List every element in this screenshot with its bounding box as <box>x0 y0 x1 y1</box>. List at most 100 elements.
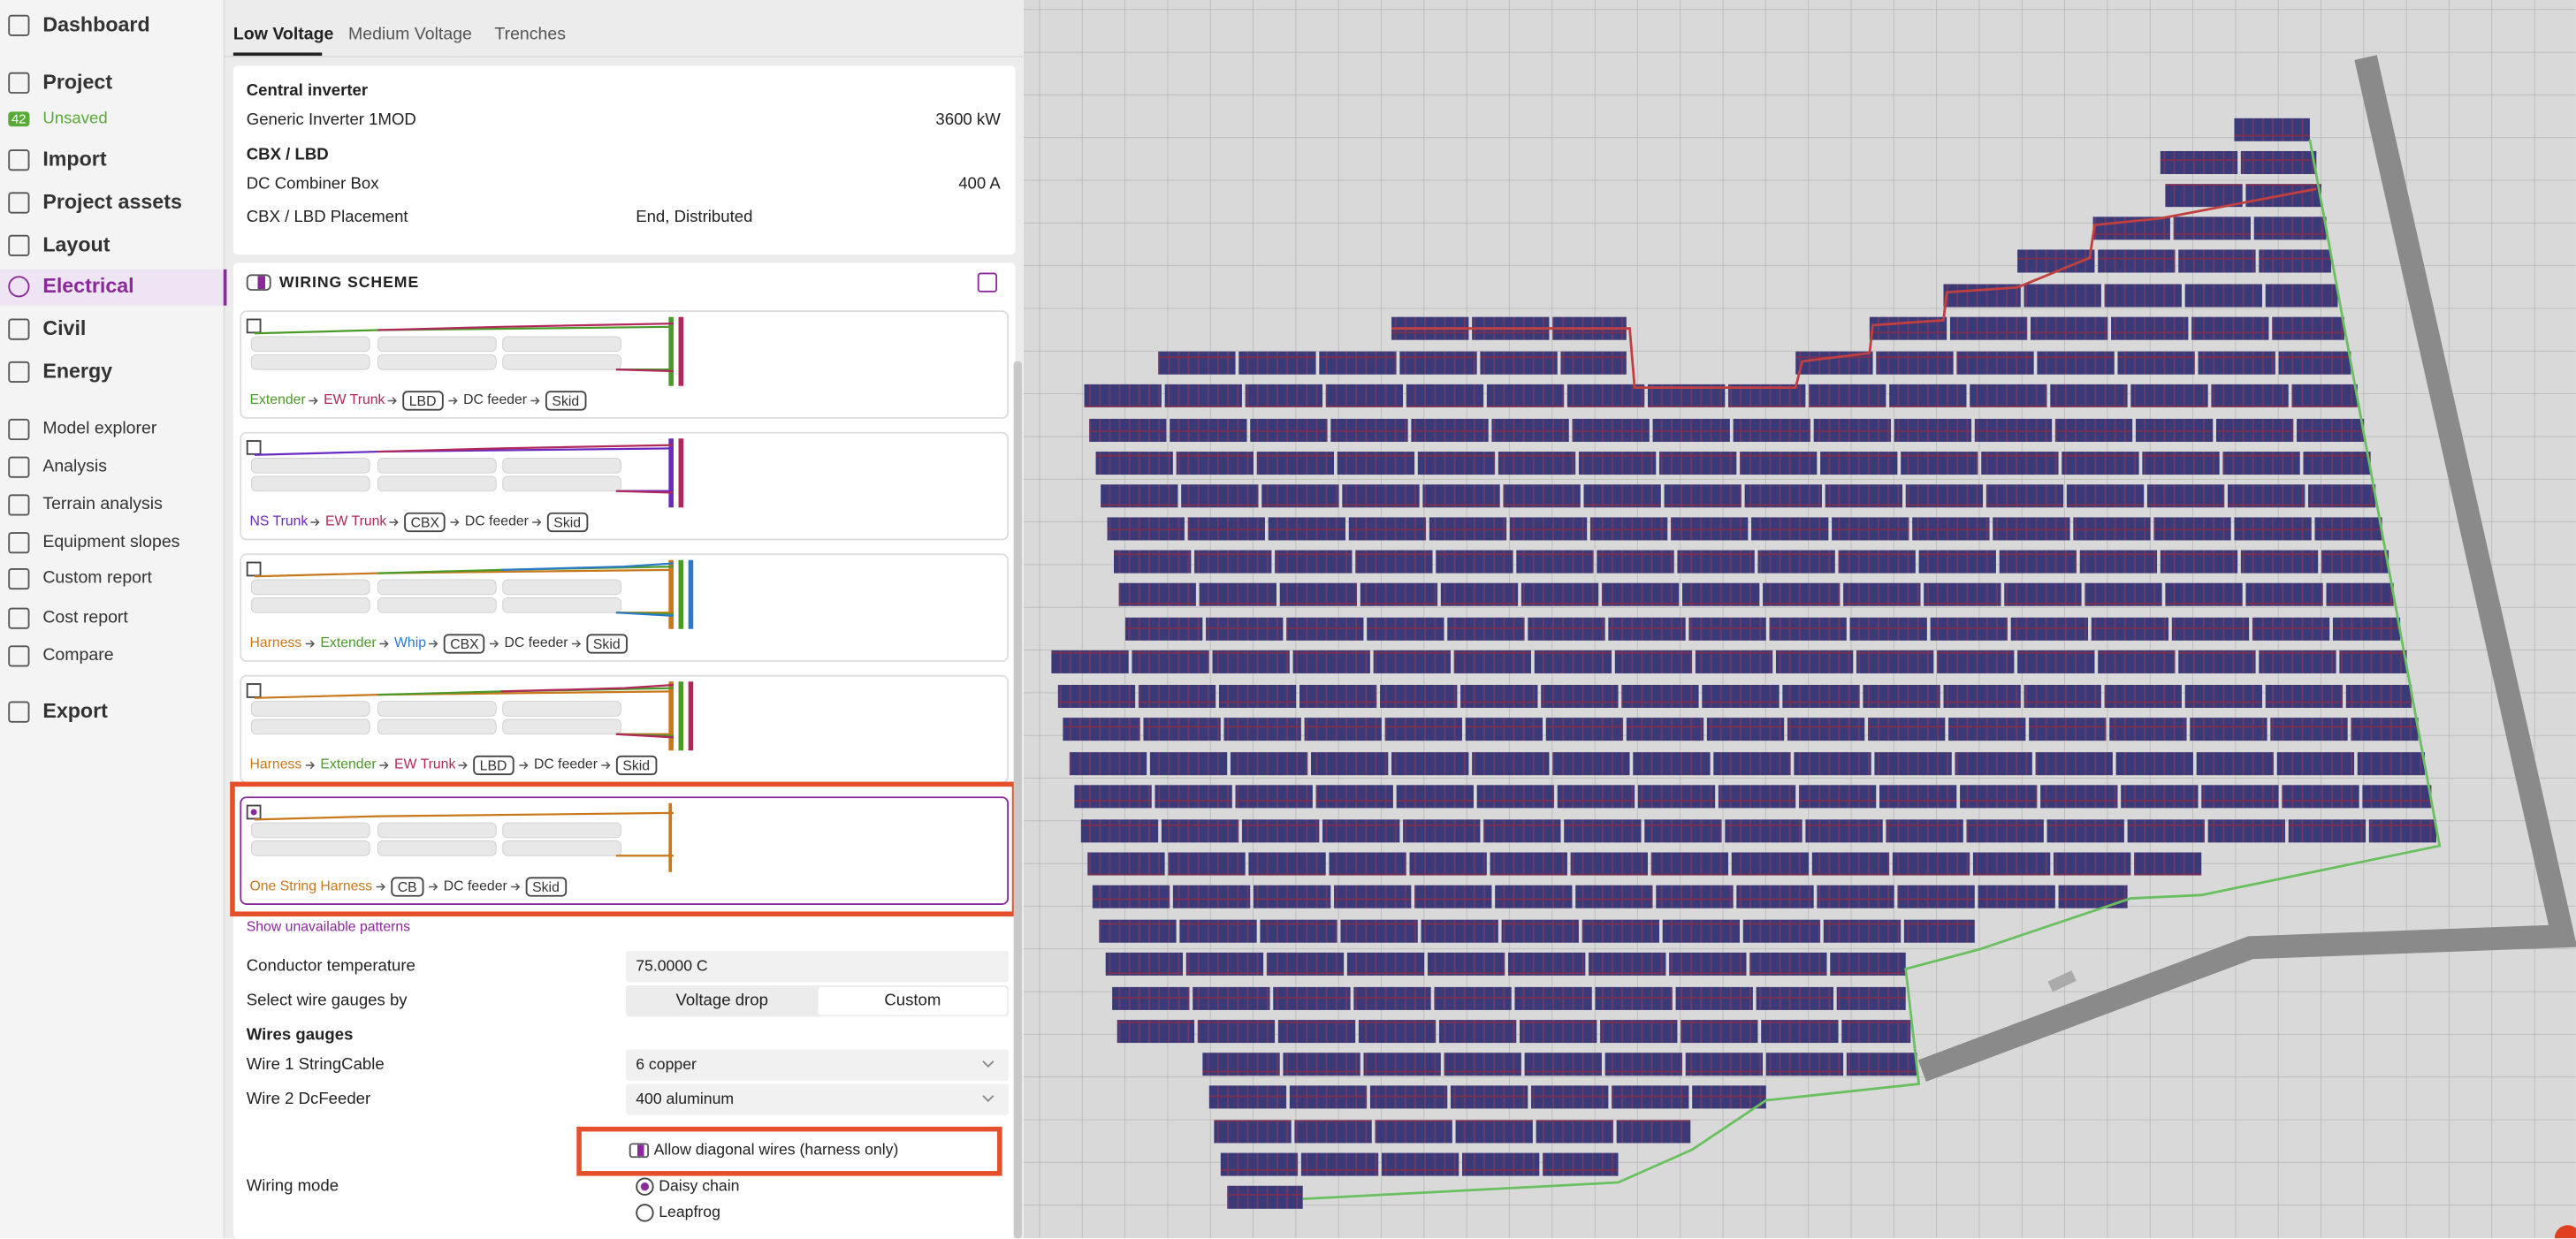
chain-label: EW Trunk <box>324 391 385 407</box>
nav-item[interactable]: Compare <box>42 645 114 665</box>
pv-table <box>1101 484 1178 508</box>
nav-item[interactable]: Electrical <box>42 274 134 298</box>
pv-table <box>1438 1020 1517 1044</box>
tab-underline <box>232 52 323 57</box>
nav-item[interactable]: Import <box>42 148 107 171</box>
tab[interactable]: Low Voltage <box>232 24 334 45</box>
checkbox[interactable] <box>246 561 262 577</box>
pv-table <box>2153 517 2231 541</box>
nav-item[interactable]: Project assets <box>42 190 182 214</box>
nav-item[interactable]: Energy <box>42 359 113 384</box>
pv-table <box>1970 384 2047 407</box>
pv-table <box>1099 919 1177 943</box>
nav-item[interactable]: Layout <box>42 232 111 256</box>
pv-table <box>2253 217 2327 240</box>
pv-table <box>1731 852 1810 876</box>
nav-item[interactable]: Project <box>42 70 113 94</box>
pv-table <box>1583 484 1661 508</box>
radio[interactable] <box>636 1204 654 1222</box>
nav-item[interactable]: Dashboard <box>42 12 150 36</box>
tab[interactable]: Trenches <box>494 24 567 45</box>
checkbox[interactable] <box>246 683 262 698</box>
nav-item[interactable]: Export <box>42 699 108 723</box>
pattern-diagram <box>250 681 694 751</box>
string-block <box>502 458 621 474</box>
pv-table <box>2252 617 2330 641</box>
pv-table <box>1662 919 1741 943</box>
highlight <box>230 781 1017 916</box>
chain-label: DC feeder <box>443 877 507 893</box>
pv-table <box>1069 752 1147 776</box>
pv-table <box>1817 885 1894 908</box>
pv-table <box>1993 517 2070 541</box>
nav-item[interactable]: Civil <box>42 316 87 340</box>
pv-table <box>1399 351 1477 375</box>
pv-table <box>1279 582 1358 606</box>
chain-label: Harness <box>249 634 302 650</box>
pv-table <box>2178 249 2256 273</box>
select[interactable] <box>626 1049 1010 1081</box>
chain-box: Skid <box>525 877 567 897</box>
nav-item[interactable]: Terrain analysis <box>42 494 163 514</box>
radio[interactable] <box>636 1177 654 1196</box>
collapse-button[interactable] <box>977 272 998 293</box>
arrow <box>376 883 385 891</box>
toggle[interactable] <box>246 274 271 291</box>
pv-table <box>1761 1020 1839 1044</box>
nav-icon <box>8 192 30 214</box>
nav-item[interactable]: Analysis <box>42 456 107 476</box>
nav-icon <box>8 532 30 554</box>
select[interactable] <box>626 1083 1010 1115</box>
pv-table <box>1304 718 1382 741</box>
nav-item[interactable]: Custom report <box>42 568 152 589</box>
segment[interactable]: Custom <box>818 986 1008 1015</box>
pv-table <box>2079 550 2158 574</box>
pv-table <box>2201 785 2279 809</box>
pv-table <box>1841 1020 1911 1044</box>
pv-table <box>1299 684 1377 708</box>
string-block <box>377 579 497 596</box>
checkbox[interactable] <box>246 318 262 334</box>
arrow <box>305 761 316 770</box>
pattern-card[interactable] <box>240 310 1010 419</box>
chain-box: CBX <box>443 634 486 654</box>
pv-table <box>2127 819 2205 843</box>
pv-table <box>1375 1120 1452 1144</box>
pv-table <box>1897 885 1975 908</box>
nav-item[interactable]: Model explorer <box>42 418 157 439</box>
arrow <box>389 518 399 527</box>
pv-table <box>1830 952 1906 976</box>
input[interactable] <box>626 951 1010 983</box>
pv-table <box>1680 1020 1758 1044</box>
tab[interactable]: Medium Voltage <box>347 24 472 45</box>
chain-box: LBD <box>473 755 514 776</box>
link[interactable]: Show unavailable patterns <box>246 917 411 935</box>
pv-table <box>2321 550 2389 574</box>
chain-label: Extender <box>320 755 377 772</box>
pv-table <box>1578 452 1657 475</box>
nav-item[interactable]: Cost report <box>42 607 128 627</box>
pv-table <box>1369 1085 1448 1109</box>
pv-table <box>1742 919 1821 943</box>
pv-table <box>1886 819 1963 843</box>
pattern-card[interactable] <box>240 431 1010 541</box>
segment[interactable]: Voltage drop <box>675 992 768 1010</box>
pv-table <box>1740 452 1818 475</box>
pv-table <box>1763 582 1841 606</box>
pattern-card[interactable] <box>240 553 1010 662</box>
arrow <box>387 397 397 405</box>
pv-table <box>2035 752 2113 776</box>
checkbox-checked[interactable] <box>246 804 262 820</box>
trunk <box>678 316 684 386</box>
toggle[interactable] <box>629 1143 650 1159</box>
nav-item[interactable]: Equipment slopes <box>42 532 180 552</box>
pv-table <box>1417 452 1496 475</box>
arrow <box>601 761 611 770</box>
checkbox[interactable] <box>246 440 262 455</box>
pattern-card[interactable] <box>240 796 1010 905</box>
pv-table <box>1863 684 1940 708</box>
pv-table <box>2368 819 2437 843</box>
pv-table <box>1656 885 1734 908</box>
pv-table <box>1601 582 1680 606</box>
setting-label: Wiring mode <box>246 1177 339 1196</box>
